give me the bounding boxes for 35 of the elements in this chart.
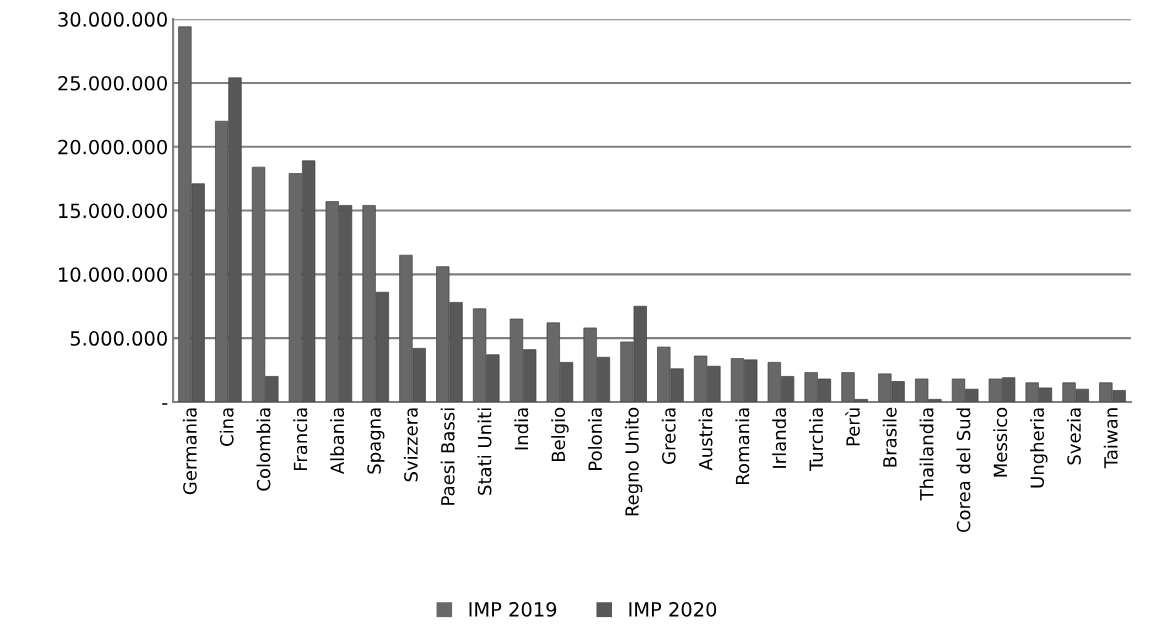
x-tick-label: Messico <box>993 407 1008 477</box>
y-tick-label: 30.000.000 <box>58 12 167 27</box>
legend-label: IMP 2019 <box>469 602 557 617</box>
x-tick-label: Turchia <box>809 408 824 472</box>
x-tick-label: Romania <box>735 408 750 484</box>
x-tick-label: Germania <box>182 408 197 495</box>
x-tick-label: India <box>514 408 529 450</box>
legend-label: IMP 2020 <box>629 602 717 617</box>
x-tick-label: Paesi Bassi <box>440 408 455 505</box>
x-tick-label: Thailandia <box>919 408 934 501</box>
x-tick-label: Regno Unito <box>624 407 643 516</box>
x-tick-label: Colombia <box>256 408 271 491</box>
x-tick-label: Perù <box>845 408 860 446</box>
x-tick-label: Svezia <box>1066 408 1081 465</box>
y-tick-label: 20.000.000 <box>58 139 167 155</box>
x-tick-label: Cina <box>219 408 234 446</box>
x-tick-label: Belgio <box>551 407 569 462</box>
y-tick-label: 5.000.000 <box>70 331 167 346</box>
x-tick-label: Austria <box>698 408 713 471</box>
x-tick-label: Corea del Sud <box>956 408 971 533</box>
x-tick-label: Albania <box>330 408 345 475</box>
x-tick-label: Ungheria <box>1030 408 1048 488</box>
x-tick-label: Taiwan <box>1103 408 1118 469</box>
x-tick-label: Spagna <box>367 408 385 474</box>
x-tick-label: Svizzera <box>403 408 418 482</box>
x-tick-label: Stati Uniti <box>477 408 492 495</box>
x-tick-label: Brasile <box>882 407 897 467</box>
y-tick-label: 25.000.000 <box>58 75 167 91</box>
y-tick-label: 10.000.000 <box>59 267 167 282</box>
x-tick-label: Polonia <box>588 408 602 470</box>
x-tick-label: Grecia <box>661 408 676 464</box>
x-tick-label: Francia <box>293 408 308 471</box>
x-tick-label: Irlanda <box>772 408 787 468</box>
y-tick-label: - <box>162 403 168 405</box>
y-tick-label: 15.000.000 <box>59 203 167 219</box>
